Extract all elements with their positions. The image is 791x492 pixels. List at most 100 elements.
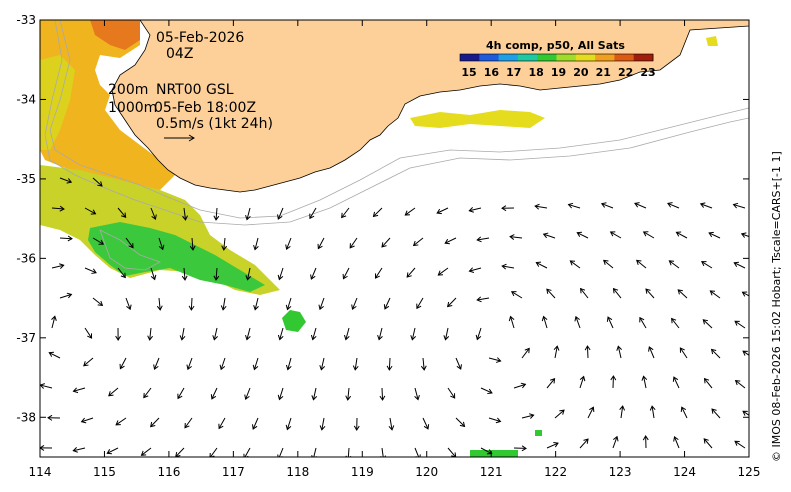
nrt-label: NRT00 GSL bbox=[156, 82, 234, 98]
colorbar: 4h comp, p50, All Sats 15 16 17 18 19 20 21 22 2… bbox=[459, 39, 656, 79]
current-arrow bbox=[51, 205, 65, 212]
current-arrow bbox=[92, 237, 105, 245]
lon-tick-label: 116 bbox=[157, 465, 180, 479]
current-arrow bbox=[420, 357, 427, 371]
lon-tick-label: 125 bbox=[738, 465, 761, 479]
current-arrow bbox=[377, 327, 383, 341]
sst-patches bbox=[40, 20, 718, 457]
current-arrow bbox=[742, 350, 749, 356]
current-arrow bbox=[117, 207, 127, 218]
current-arrow bbox=[252, 357, 259, 371]
sst-patch-island-green bbox=[282, 310, 306, 332]
current-arrow bbox=[468, 207, 482, 213]
colorbar-swatch bbox=[460, 54, 480, 61]
current-arrow bbox=[673, 436, 680, 449]
current-arrow bbox=[351, 297, 358, 311]
current-arrow bbox=[406, 267, 416, 278]
current-arrow bbox=[642, 435, 649, 449]
current-arrow bbox=[253, 297, 259, 311]
lon-tick-label: 114 bbox=[29, 465, 52, 479]
current-arrow bbox=[221, 237, 228, 251]
current-arrow bbox=[476, 296, 490, 303]
current-arrow bbox=[741, 291, 749, 297]
current-arrow bbox=[119, 357, 127, 370]
lat-tick-label: -33 bbox=[16, 13, 36, 27]
current-arrow bbox=[534, 203, 548, 210]
sst-patch-south-dot bbox=[535, 430, 542, 436]
current-arrow bbox=[140, 447, 152, 456]
current-arrow bbox=[374, 267, 383, 279]
sst-patch-northwest bbox=[40, 20, 175, 190]
current-arrow bbox=[83, 357, 94, 367]
current-arrow bbox=[285, 417, 292, 431]
current-arrow bbox=[342, 267, 350, 280]
colorbar-label: 19 bbox=[551, 66, 566, 79]
current-arrow bbox=[443, 327, 450, 341]
colorbar-label: 16 bbox=[484, 66, 500, 79]
colorbar-label: 21 bbox=[596, 66, 611, 79]
current-arrow bbox=[213, 207, 220, 221]
current-arrow bbox=[734, 320, 746, 329]
current-arrow bbox=[711, 408, 721, 419]
sst-patch-south-green bbox=[470, 450, 518, 457]
current-arrow bbox=[115, 327, 122, 341]
current-arrow bbox=[579, 375, 586, 389]
current-arrow bbox=[671, 317, 680, 329]
current-arrow bbox=[667, 202, 680, 209]
current-arrow bbox=[353, 417, 360, 431]
current-arrow bbox=[310, 327, 317, 341]
current-arrow bbox=[447, 447, 457, 457]
current-arrow bbox=[153, 357, 160, 370]
colorbar-swatches bbox=[459, 53, 654, 62]
current-arrow bbox=[546, 288, 556, 299]
current-arrow bbox=[708, 231, 721, 239]
current-arrow bbox=[569, 260, 581, 269]
current-arrow bbox=[521, 347, 530, 359]
current-arrow bbox=[147, 327, 154, 341]
current-arrow bbox=[642, 231, 655, 239]
current-arrow bbox=[513, 382, 527, 389]
current-arrow bbox=[612, 435, 619, 449]
current-arrow bbox=[47, 414, 61, 421]
scale-label: 0.5m/s (1kt 24h) bbox=[156, 116, 273, 132]
current-arrow bbox=[150, 207, 157, 221]
lon-tick-label: 118 bbox=[286, 465, 309, 479]
scale-arrow bbox=[164, 134, 195, 142]
current-arrow bbox=[542, 232, 556, 239]
current-arrow bbox=[48, 351, 61, 359]
colorbar-swatch bbox=[575, 54, 596, 61]
current-arrow bbox=[158, 237, 165, 251]
current-arrow bbox=[414, 447, 421, 457]
current-arrow bbox=[710, 348, 721, 359]
current-arrow bbox=[446, 297, 457, 308]
current-arrow bbox=[309, 207, 317, 220]
current-arrow bbox=[546, 441, 559, 449]
current-arrow bbox=[277, 267, 284, 281]
lon-tick-label: 119 bbox=[351, 465, 374, 479]
current-arrow bbox=[635, 259, 647, 269]
current-arrow bbox=[410, 327, 417, 341]
sst-patch-east-yellow bbox=[706, 36, 718, 46]
current-arrow bbox=[616, 345, 622, 359]
current-arrow bbox=[186, 357, 193, 371]
current-arrow bbox=[703, 438, 713, 449]
current-arrow bbox=[455, 417, 466, 428]
current-arrow bbox=[345, 447, 352, 457]
current-arrows bbox=[40, 177, 749, 457]
colorbar-swatch bbox=[633, 54, 654, 61]
current-arrow bbox=[610, 375, 617, 389]
current-arrow bbox=[84, 327, 93, 339]
current-arrow bbox=[84, 267, 97, 274]
current-arrow bbox=[125, 237, 134, 249]
current-arrow bbox=[84, 207, 97, 215]
current-arrow bbox=[245, 207, 251, 221]
lon-tick-label: 115 bbox=[93, 465, 116, 479]
current-arrow bbox=[677, 289, 688, 299]
current-arrow bbox=[436, 207, 449, 215]
contour-200m-label: 200m bbox=[108, 82, 148, 98]
current-arrow bbox=[740, 232, 749, 238]
contour-1000m-label: 1000m bbox=[108, 100, 157, 116]
colorbar-swatch bbox=[517, 54, 538, 61]
lon-tick-label: 122 bbox=[544, 465, 567, 479]
